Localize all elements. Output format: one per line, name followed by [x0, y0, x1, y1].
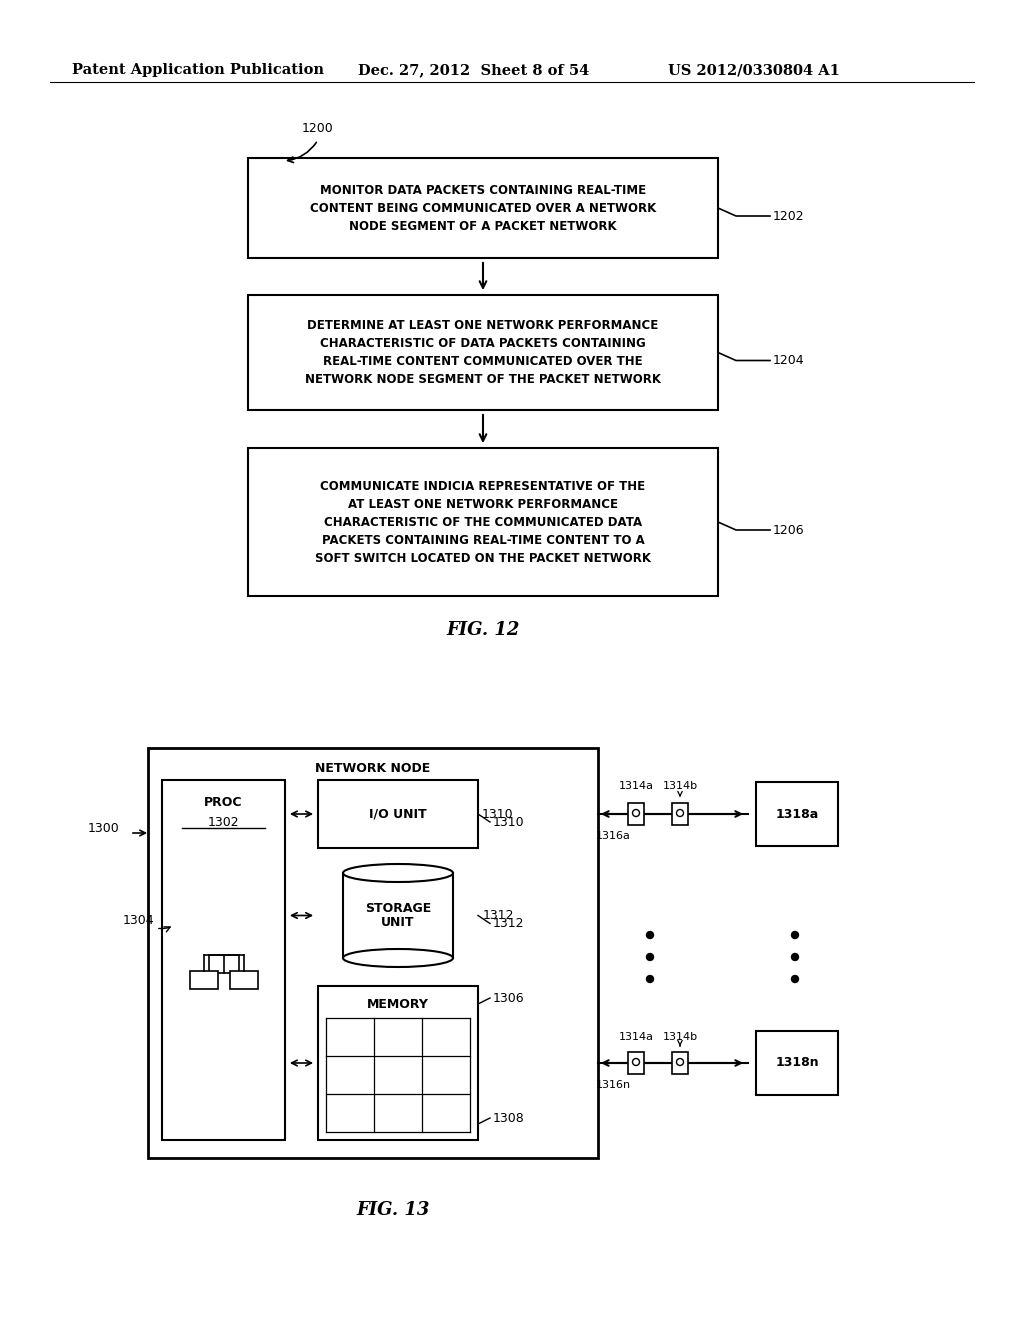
- Bar: [343, 873, 453, 958]
- Bar: [148, 748, 598, 1158]
- Text: Patent Application Publication: Patent Application Publication: [72, 63, 324, 77]
- Bar: [628, 1052, 644, 1074]
- Text: 1314a: 1314a: [618, 1032, 653, 1041]
- Text: 1300: 1300: [88, 821, 120, 834]
- Text: 1202: 1202: [773, 210, 805, 223]
- Text: COMMUNICATE INDICIA REPRESENTATIVE OF THE
AT LEAST ONE NETWORK PERFORMANCE
CHARA: COMMUNICATE INDICIA REPRESENTATIVE OF TH…: [315, 479, 651, 565]
- Bar: [162, 780, 285, 1140]
- Bar: [209, 954, 239, 973]
- Text: I/O UNIT: I/O UNIT: [370, 808, 427, 821]
- Text: 1310: 1310: [482, 808, 514, 821]
- Text: 1200: 1200: [302, 121, 334, 135]
- Circle shape: [792, 975, 799, 982]
- Text: FIG. 13: FIG. 13: [356, 1201, 430, 1218]
- Text: 1314a: 1314a: [618, 781, 653, 791]
- Text: 1318a: 1318a: [775, 808, 818, 821]
- Text: MONITOR DATA PACKETS CONTAINING REAL-TIME
CONTENT BEING COMMUNICATED OVER A NETW: MONITOR DATA PACKETS CONTAINING REAL-TIM…: [310, 183, 656, 232]
- Circle shape: [677, 809, 683, 817]
- Bar: [248, 158, 718, 257]
- Bar: [756, 1031, 838, 1096]
- Ellipse shape: [343, 865, 453, 882]
- Bar: [229, 972, 257, 989]
- Bar: [189, 972, 217, 989]
- Text: 1302: 1302: [208, 816, 240, 829]
- Text: 1314b: 1314b: [663, 1032, 697, 1041]
- Text: DETERMINE AT LEAST ONE NETWORK PERFORMANCE
CHARACTERISTIC OF DATA PACKETS CONTAI: DETERMINE AT LEAST ONE NETWORK PERFORMAN…: [305, 319, 662, 385]
- Bar: [628, 803, 644, 825]
- Bar: [248, 294, 718, 411]
- Ellipse shape: [343, 949, 453, 968]
- Bar: [672, 803, 688, 825]
- Text: 1316n: 1316n: [595, 1080, 631, 1090]
- Text: 1318n: 1318n: [775, 1056, 819, 1069]
- Bar: [672, 1052, 688, 1074]
- Text: NETWORK NODE: NETWORK NODE: [315, 762, 431, 775]
- Bar: [248, 447, 718, 597]
- Text: 1312: 1312: [493, 917, 524, 931]
- Text: 1206: 1206: [773, 524, 805, 536]
- Circle shape: [792, 932, 799, 939]
- Circle shape: [633, 1059, 640, 1065]
- Text: STORAGE
UNIT: STORAGE UNIT: [365, 902, 431, 929]
- Text: FIG. 12: FIG. 12: [446, 620, 520, 639]
- Bar: [756, 781, 838, 846]
- Text: 1314b: 1314b: [663, 781, 697, 791]
- Bar: [318, 986, 478, 1140]
- Circle shape: [646, 953, 653, 961]
- Circle shape: [646, 975, 653, 982]
- Text: 1204: 1204: [773, 354, 805, 367]
- Text: MEMORY: MEMORY: [367, 998, 429, 1011]
- Circle shape: [633, 809, 640, 817]
- Circle shape: [792, 953, 799, 961]
- Bar: [318, 780, 478, 847]
- Text: Dec. 27, 2012  Sheet 8 of 54: Dec. 27, 2012 Sheet 8 of 54: [358, 63, 589, 77]
- Text: 1306: 1306: [493, 991, 524, 1005]
- Text: 1310: 1310: [493, 816, 524, 829]
- Text: 1304: 1304: [123, 913, 154, 927]
- Text: 1312: 1312: [483, 909, 514, 921]
- Text: US 2012/0330804 A1: US 2012/0330804 A1: [668, 63, 840, 77]
- Text: 1308: 1308: [493, 1111, 524, 1125]
- Circle shape: [646, 932, 653, 939]
- Text: PROC: PROC: [204, 796, 243, 808]
- Circle shape: [677, 1059, 683, 1065]
- Text: 1316a: 1316a: [596, 832, 631, 841]
